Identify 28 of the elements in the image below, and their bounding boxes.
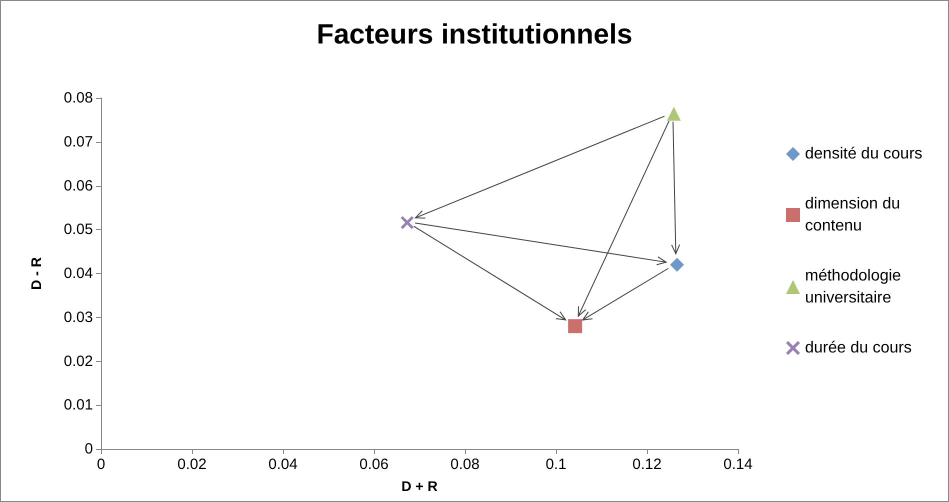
y-tick-label: 0.07: [64, 133, 93, 150]
x-tick-label: 0.04: [268, 456, 298, 473]
y-tick-label: 0.03: [64, 308, 93, 326]
chart-title: Facteurs institutionnels: [316, 18, 632, 50]
legend-label: durée du cours: [805, 340, 912, 356]
y-tick-label: 0.04: [64, 265, 93, 282]
x-tick-label: 0: [96, 456, 106, 473]
point: [666, 106, 681, 121]
legend-label: dimension du contenu: [805, 196, 905, 234]
x-tick-label: 0.02: [177, 456, 207, 473]
legend-label: méthodologie universitaire: [805, 268, 906, 306]
y-tick-label: 0: [84, 440, 93, 458]
x-tick-label: 0.08: [450, 456, 480, 473]
x-tick-label: 0.1: [546, 456, 566, 473]
x-tick-label: 0.06: [359, 456, 389, 473]
x-tick-label: 0.14: [723, 456, 753, 473]
legend-label: densité du cours: [805, 146, 922, 162]
y-tick-label: 0.08: [64, 90, 93, 106]
point: [568, 319, 582, 334]
x-tick-label: 0.12: [632, 456, 662, 473]
y-tick-label: 0.05: [64, 221, 93, 238]
x-axis-title: D + R: [401, 478, 438, 494]
y-tick-label: 0.02: [64, 352, 93, 370]
point: [400, 216, 414, 230]
y-tick-label: 0.01: [64, 396, 93, 414]
y-axis-title: D - R: [28, 257, 44, 290]
y-tick-label: 0.06: [64, 177, 93, 194]
point: [670, 258, 684, 272]
